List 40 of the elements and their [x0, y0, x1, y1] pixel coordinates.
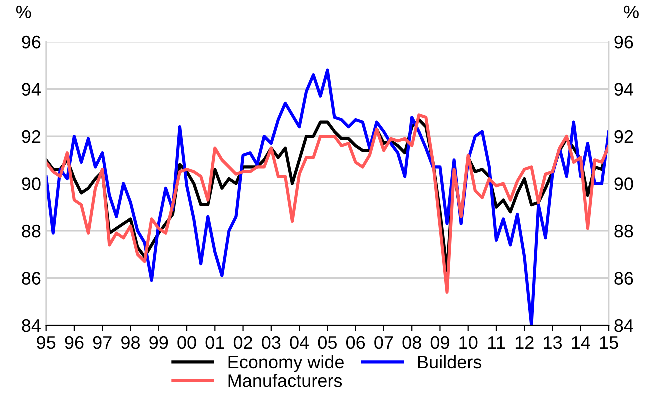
x-tick-label: 98 [122, 336, 140, 350]
y2-tick-label: 88 [614, 224, 634, 238]
x-tick-label: 10 [460, 336, 478, 350]
y2-axis-title: % [624, 6, 639, 19]
x-tick-label: 07 [374, 336, 394, 350]
y2-tick-label: 90 [614, 178, 634, 190]
y-axis-title: % [16, 6, 32, 19]
y2-tick-label: 96 [614, 36, 634, 49]
x-tick-label: 02 [234, 336, 252, 350]
y2-tick-label: 92 [614, 130, 634, 144]
y2-tick-label: 86 [614, 272, 634, 285]
y-tick-label: 84 [22, 319, 41, 332]
x-tick-label: 05 [318, 336, 337, 350]
x-tick-label: 11 [488, 336, 505, 349]
x-tick-label: 00 [178, 336, 196, 350]
x-tick-label: 95 [37, 336, 56, 350]
x-tick-label: 08 [402, 336, 422, 350]
x-tick-label: 09 [430, 336, 450, 350]
y-tick-label: 90 [22, 178, 41, 190]
legend-label: Economy wide [228, 355, 344, 372]
x-tick-label: 04 [290, 336, 310, 350]
x-tick-label: 03 [262, 336, 281, 350]
y-tick-label: 88 [22, 224, 41, 238]
y2-tick-label: 94 [614, 83, 634, 96]
legend-label: Builders [418, 355, 482, 369]
y-tick-label: 92 [22, 130, 41, 144]
x-tick-label: 15 [600, 336, 618, 350]
x-tick-label: 97 [93, 336, 112, 350]
y2-tick-label: 84 [614, 319, 634, 332]
y-tick-label: 86 [22, 272, 41, 285]
x-tick-label: 96 [65, 336, 84, 350]
legend-label: Manufacturers [228, 374, 342, 388]
x-tick-label: 99 [150, 336, 168, 350]
x-tick-label: 14 [572, 336, 590, 349]
x-tick-label: 13 [544, 336, 562, 350]
x-tick-label: 06 [346, 336, 366, 350]
y-tick-label: 94 [22, 83, 41, 96]
y-tick-label: 96 [22, 36, 41, 49]
x-tick-label: 01 [206, 336, 224, 350]
x-tick-label: 12 [516, 336, 534, 349]
